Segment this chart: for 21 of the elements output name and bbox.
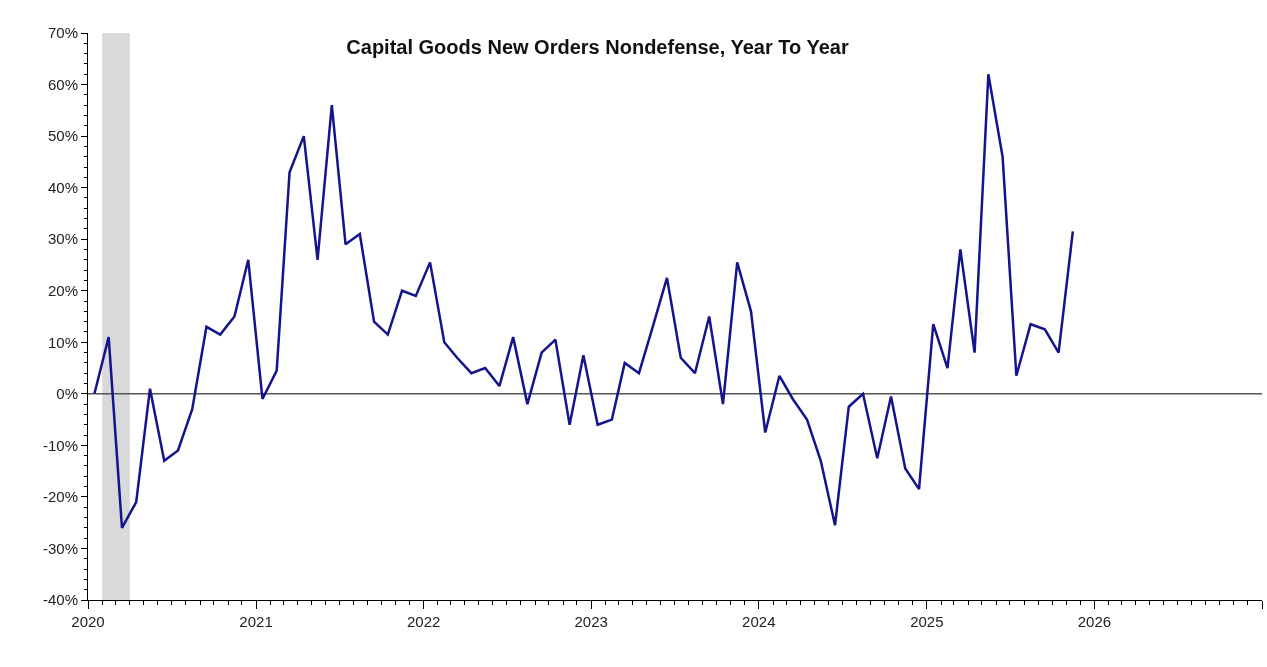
- y-tick-label: -40%: [42, 591, 78, 609]
- y-tick-label: 0%: [56, 385, 78, 403]
- line-series: [93, 72, 1075, 530]
- x-tick-label: 2024: [742, 613, 776, 630]
- x-tick-label: 2021: [239, 613, 273, 630]
- y-tick-label: -10%: [42, 436, 78, 454]
- y-tick-label: 60%: [47, 75, 78, 93]
- x-tick-label: 2020: [71, 613, 105, 630]
- y-tick-label: 20%: [47, 281, 78, 299]
- y-tick-label: -20%: [42, 488, 78, 506]
- y-tick-label: 10%: [47, 333, 78, 351]
- x-tick-label: 2025: [910, 613, 944, 630]
- chart-title: Capital Goods New Orders Nondefense, Year To Year: [346, 35, 849, 58]
- x-tick-label: 2023: [574, 613, 608, 630]
- y-tick-label: 50%: [47, 127, 78, 145]
- y-tick-label: 30%: [47, 230, 78, 248]
- y-tick-label: 70%: [47, 24, 78, 42]
- x-tick-label: 2022: [406, 613, 441, 630]
- x-tick-label: 2026: [1077, 613, 1112, 630]
- y-tick-label: 40%: [47, 178, 78, 196]
- y-tick-label: -30%: [42, 539, 78, 557]
